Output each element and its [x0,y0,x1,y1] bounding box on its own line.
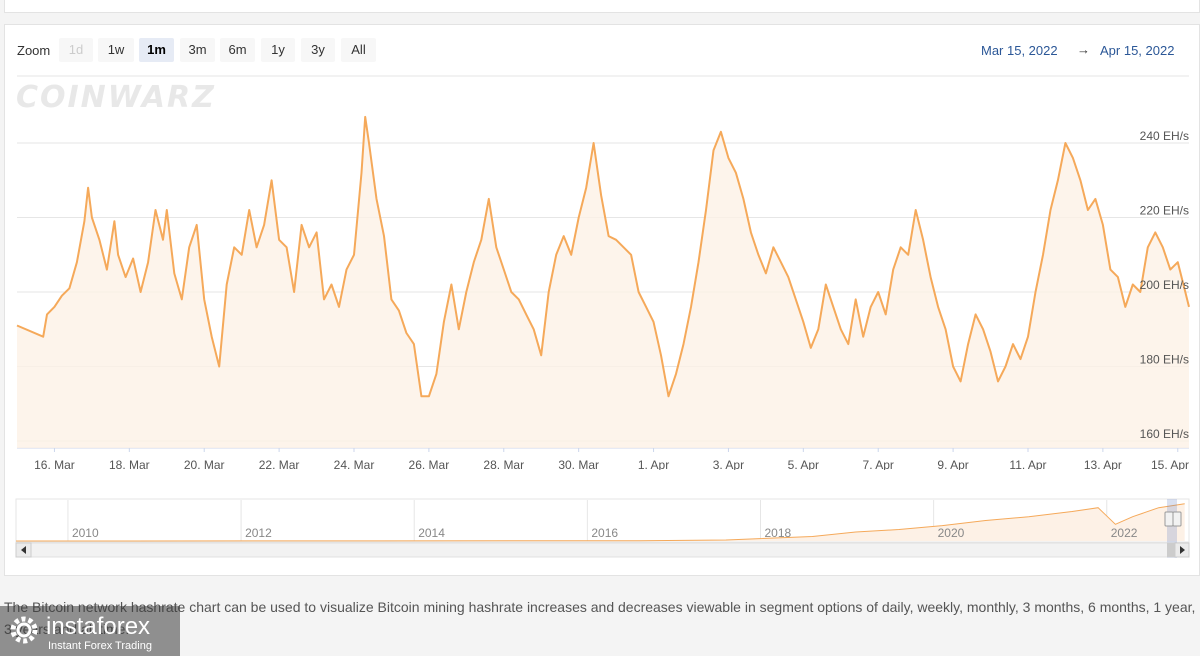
navigator-year-label: 2010 [72,526,99,540]
y-tick-label: 200 EH/s [1140,278,1189,292]
navigator-scrollbar-track[interactable] [15,542,1190,558]
range-to-date[interactable]: Apr 15, 2022 [1100,43,1175,58]
hashrate-area-fill [17,116,1189,449]
zoom-button-6m[interactable]: 6m [220,38,255,62]
navigator-scrollbar-thumb[interactable] [1167,543,1175,557]
navigator-handle-left[interactable] [1164,511,1174,527]
x-tick-label: 20. Mar [184,458,225,470]
logo-name: instaforex [46,613,151,640]
coinwarz-watermark-logo: COINWARZ [16,80,216,115]
x-tick-label: 15. Apr [1151,458,1189,470]
x-tick-label: 18. Mar [109,458,150,470]
zoom-button-3m[interactable]: 3m [180,38,215,62]
y-tick-label: 240 EH/s [1140,129,1189,143]
zoom-button-3y[interactable]: 3y [301,38,335,62]
chart-description: The Bitcoin network hashrate chart can b… [4,599,1196,637]
x-tick-label: 11. Apr [1009,458,1046,470]
navigator-overview-area [16,503,1185,541]
zoom-button-1m[interactable]: 1m [139,38,174,62]
x-tick-label: 3. Apr [713,458,744,470]
gear-icon [10,616,38,644]
navigator-handle-right[interactable] [1172,511,1182,527]
y-tick-label: 160 EH/s [1140,427,1189,441]
y-tick-label: 220 EH/s [1140,204,1189,218]
x-tick-label: 26. Mar [409,458,450,470]
navigator-year-label: 2014 [418,526,445,540]
x-tick-label: 7. Apr [863,458,894,470]
x-tick-label: 9. Apr [937,458,968,470]
zoom-label: Zoom [17,43,51,58]
triangle-right-icon [1180,546,1185,554]
navigator-overview-line [15,503,1185,542]
logo-tagline: Instant Forex Trading [48,640,152,652]
zoom-button-1d: 1d [59,38,93,62]
zoom-button-all[interactable]: All [341,38,376,62]
x-tick-label: 28. Mar [483,458,524,470]
navigator-year-label: 2012 [245,526,272,540]
range-from-date[interactable]: Mar 15, 2022 [981,43,1058,58]
hashrate-chart: 160 EH/s 180 EH/s 200 EH/s 220 EH/s 240 EH/s… [16,75,1190,470]
navigator-selected-range[interactable] [1167,499,1177,558]
triangle-left-icon [21,546,26,554]
x-tick-label: 5. Apr [788,458,819,470]
x-tick-label: 13. Apr [1084,458,1122,470]
x-tick-label: 22. Mar [259,458,300,470]
navigator-year-labels: 2010 2012 2014 2016 2018 2020 2022 [72,526,1138,540]
hashrate-series-line [16,115,1190,398]
navigator-year-label: 2016 [591,526,618,540]
y-axis-labels: 160 EH/s 180 EH/s 200 EH/s 220 EH/s 240 EH/s [1140,129,1189,441]
navigator-year-label: 2022 [1111,526,1138,540]
navigator-chart[interactable]: 2010 2012 2014 2016 2018 2020 2022 [0,496,1200,566]
x-axis-labels: 16. Mar 18. Mar 20. Mar 22. Mar 24. Mar 26. M… [34,448,1189,470]
navigator-year-label: 2018 [764,526,791,540]
y-tick-label: 180 EH/s [1140,353,1189,367]
range-arrow-icon: → [1077,42,1090,57]
x-tick-label: 30. Mar [558,458,599,470]
zoom-button-1y[interactable]: 1y [261,38,295,62]
x-tick-label: 1. Apr [638,458,669,470]
x-tick-label: 16. Mar [34,458,75,470]
x-tick-label: 24. Mar [334,458,375,470]
navigator-year-label: 2020 [938,526,965,540]
zoom-button-1w[interactable]: 1w [98,38,134,62]
